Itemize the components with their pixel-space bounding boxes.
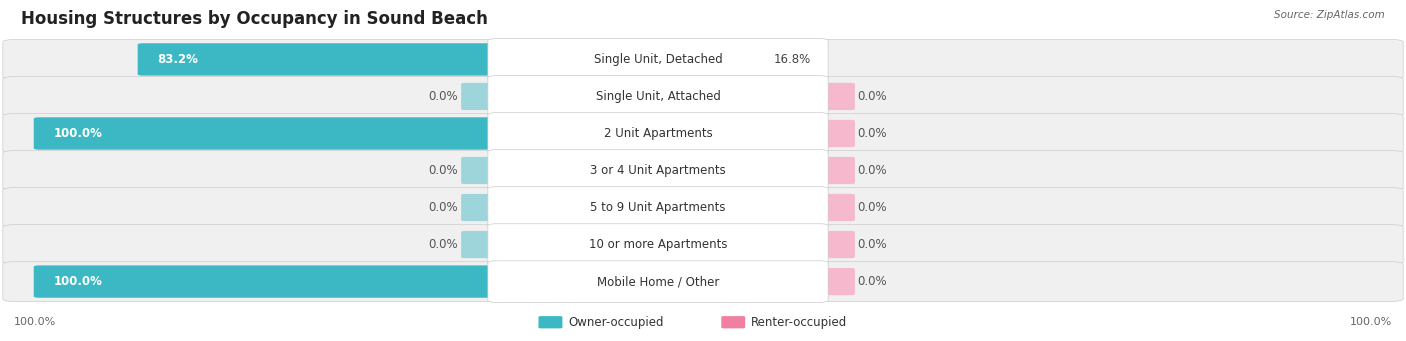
FancyBboxPatch shape <box>3 151 1403 190</box>
FancyBboxPatch shape <box>3 77 1403 116</box>
Text: 0.0%: 0.0% <box>858 201 887 214</box>
FancyBboxPatch shape <box>815 83 855 110</box>
FancyBboxPatch shape <box>3 188 1403 227</box>
FancyBboxPatch shape <box>488 224 828 265</box>
FancyBboxPatch shape <box>461 194 501 221</box>
FancyBboxPatch shape <box>34 117 664 150</box>
Text: 0.0%: 0.0% <box>858 275 887 288</box>
FancyBboxPatch shape <box>3 114 1403 153</box>
FancyBboxPatch shape <box>815 268 855 295</box>
Text: Housing Structures by Occupancy in Sound Beach: Housing Structures by Occupancy in Sound… <box>21 10 488 28</box>
Text: 100.0%: 100.0% <box>1350 317 1392 327</box>
Text: 16.8%: 16.8% <box>773 53 810 66</box>
Text: Mobile Home / Other: Mobile Home / Other <box>596 275 720 288</box>
Text: 100.0%: 100.0% <box>53 127 103 140</box>
FancyBboxPatch shape <box>138 43 664 76</box>
Text: 0.0%: 0.0% <box>429 238 458 251</box>
Text: 100.0%: 100.0% <box>53 275 103 288</box>
FancyBboxPatch shape <box>461 83 501 110</box>
Text: 3 or 4 Unit Apartments: 3 or 4 Unit Apartments <box>591 164 725 177</box>
Text: 5 to 9 Unit Apartments: 5 to 9 Unit Apartments <box>591 201 725 214</box>
Text: 0.0%: 0.0% <box>858 127 887 140</box>
Text: 83.2%: 83.2% <box>157 53 198 66</box>
Text: 0.0%: 0.0% <box>858 238 887 251</box>
FancyBboxPatch shape <box>488 76 828 117</box>
FancyBboxPatch shape <box>815 120 855 147</box>
Text: Source: ZipAtlas.com: Source: ZipAtlas.com <box>1274 10 1385 20</box>
Text: Single Unit, Detached: Single Unit, Detached <box>593 53 723 66</box>
FancyBboxPatch shape <box>488 187 828 228</box>
Text: Owner-occupied: Owner-occupied <box>568 316 664 329</box>
FancyBboxPatch shape <box>3 225 1403 264</box>
Text: 0.0%: 0.0% <box>429 164 458 177</box>
FancyBboxPatch shape <box>488 39 828 80</box>
Text: Single Unit, Attached: Single Unit, Attached <box>596 90 720 103</box>
FancyBboxPatch shape <box>34 265 664 298</box>
FancyBboxPatch shape <box>461 157 501 184</box>
Text: 2 Unit Apartments: 2 Unit Apartments <box>603 127 713 140</box>
FancyBboxPatch shape <box>652 43 768 76</box>
FancyBboxPatch shape <box>815 194 855 221</box>
FancyBboxPatch shape <box>538 316 562 328</box>
Text: Renter-occupied: Renter-occupied <box>751 316 846 329</box>
Text: 10 or more Apartments: 10 or more Apartments <box>589 238 727 251</box>
Text: 0.0%: 0.0% <box>429 90 458 103</box>
FancyBboxPatch shape <box>488 113 828 154</box>
FancyBboxPatch shape <box>815 231 855 258</box>
Text: 0.0%: 0.0% <box>858 164 887 177</box>
FancyBboxPatch shape <box>3 40 1403 79</box>
Text: 100.0%: 100.0% <box>14 317 56 327</box>
FancyBboxPatch shape <box>461 231 501 258</box>
FancyBboxPatch shape <box>3 262 1403 301</box>
Text: 0.0%: 0.0% <box>858 90 887 103</box>
FancyBboxPatch shape <box>488 261 828 302</box>
FancyBboxPatch shape <box>721 316 745 328</box>
FancyBboxPatch shape <box>815 157 855 184</box>
FancyBboxPatch shape <box>488 150 828 191</box>
Text: 0.0%: 0.0% <box>429 201 458 214</box>
